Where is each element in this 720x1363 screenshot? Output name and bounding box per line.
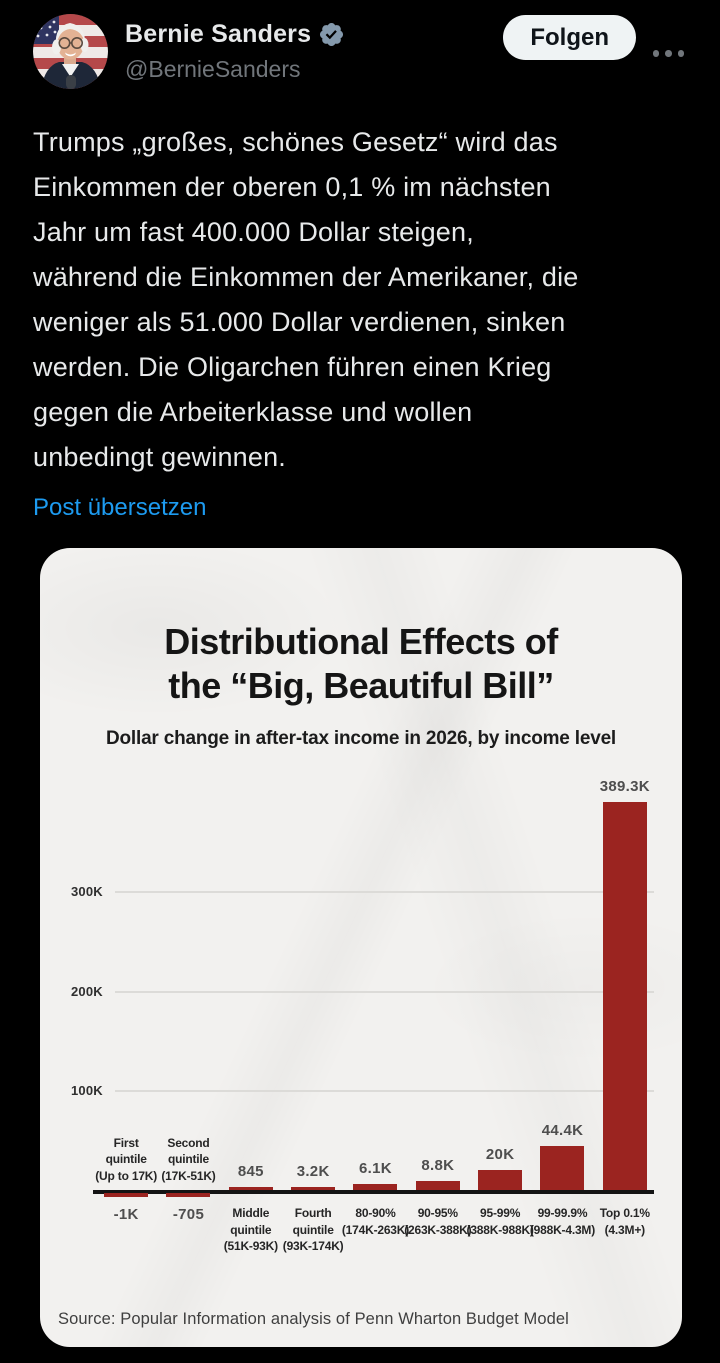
- user-handle[interactable]: @BernieSanders: [125, 56, 301, 82]
- follow-button[interactable]: Folgen: [503, 15, 636, 60]
- y-axis-tick-label: 300K: [71, 884, 103, 899]
- display-name[interactable]: Bernie Sanders: [125, 20, 312, 48]
- bar-value-label: 20K: [485, 1146, 515, 1164]
- more-dot-icon: [665, 50, 672, 57]
- bar-group: 845 Middle quintile (51K-93K): [220, 788, 282, 1254]
- bar-category-label: 80-90% (174K-263K): [341, 1206, 410, 1237]
- chart-subtitle: Dollar change in after-tax income in 202…: [105, 728, 617, 749]
- bar-group: 20K 95-99% (388K-988K): [467, 788, 534, 1236]
- bar-chart: 300K 200K 100K -1K First quintile (Up to 17…: [71, 778, 656, 1254]
- bar-category-label: Second quintile (17K-51K): [161, 1135, 216, 1183]
- more-dot-icon: [652, 50, 659, 57]
- bar-value-label: 389.3K: [599, 778, 650, 795]
- y-axis-tick-label: 100K: [71, 1083, 103, 1099]
- bar-category-label: 99-99.9% (988K-4.3M): [529, 1206, 596, 1237]
- bar-value-label: -705: [172, 1205, 205, 1223]
- bar-value-label: 44.4K: [541, 1121, 584, 1139]
- gridline: 300K: [71, 884, 654, 899]
- bar-category-label: Fourth quintile (93K-174K): [282, 1206, 344, 1253]
- bar-category-label: Middle quintile (51K-93K): [223, 1206, 278, 1253]
- chart-title: Distributional Effects of the “Big, Beau…: [164, 621, 558, 706]
- bar-value-label: 8.8K: [421, 1157, 455, 1175]
- bar: [228, 1186, 273, 1190]
- bar: [602, 802, 647, 1190]
- bar: [415, 1181, 460, 1190]
- bar: [540, 1145, 585, 1190]
- bar-category-label: 90-95% (263K-388K): [404, 1206, 472, 1237]
- gridline: 200K: [71, 984, 654, 999]
- avatar[interactable]: [33, 14, 108, 89]
- more-dot-icon: [677, 50, 684, 57]
- bar-group: 3.2K Fourth quintile (93K-174K): [282, 788, 344, 1254]
- bar-category-label: Top 0.1% (4.3M+): [599, 1206, 650, 1237]
- more-options-button[interactable]: [649, 46, 689, 61]
- bar-group: 389.3K Top 0.1% (4.3M+): [594, 778, 656, 1237]
- bar: [478, 1170, 523, 1190]
- verified-badge-icon: [318, 21, 345, 48]
- y-axis-tick-label: 200K: [71, 983, 103, 999]
- bar-category-label: First quintile (Up to 17K): [95, 1135, 158, 1183]
- avatar-image: [33, 14, 108, 89]
- bar-value-label: -1K: [113, 1205, 139, 1223]
- bar-group: -1K First quintile (Up to 17K): [95, 788, 158, 1223]
- bar: [166, 1193, 211, 1197]
- translate-post-link[interactable]: Post übersetzen: [33, 494, 207, 521]
- chart-source: Source: Popular Information analysis of …: [58, 1310, 569, 1328]
- tweet-header: Bernie Sanders @BernieSanders Folgen: [33, 14, 700, 100]
- bar-value-label: 6.1K: [359, 1159, 392, 1177]
- bar-group: 44.4K 99-99.9% (988K-4.3M): [530, 788, 595, 1237]
- bar-group: 6.1K 80-90% (174K-263K): [342, 788, 409, 1237]
- x-axis-line: [93, 1190, 654, 1194]
- user-identity: Bernie Sanders @BernieSanders: [125, 20, 345, 83]
- bar-value-label: 845: [237, 1162, 264, 1180]
- gridline: 100K: [71, 1083, 654, 1098]
- bar-value-label: 3.2K: [296, 1162, 330, 1180]
- bar-category-label: 95-99% (388K-988K): [466, 1206, 534, 1237]
- bar: [104, 1193, 149, 1197]
- chart-columns: -1K First quintile (Up to 17K) -705 Second …: [95, 778, 656, 1254]
- bar-group: 8.8K 90-95% (263K-388K): [404, 788, 471, 1236]
- bar-group: -705 Second quintile (17K-51K): [157, 788, 219, 1223]
- tweet-image-card[interactable]: Distributional Effects of the “Big, Beau…: [40, 548, 682, 1347]
- tweet-text: Trumps „großes, schönes Gesetz“ wird das…: [33, 127, 579, 472]
- bar: [353, 1183, 398, 1190]
- bar: [291, 1186, 336, 1190]
